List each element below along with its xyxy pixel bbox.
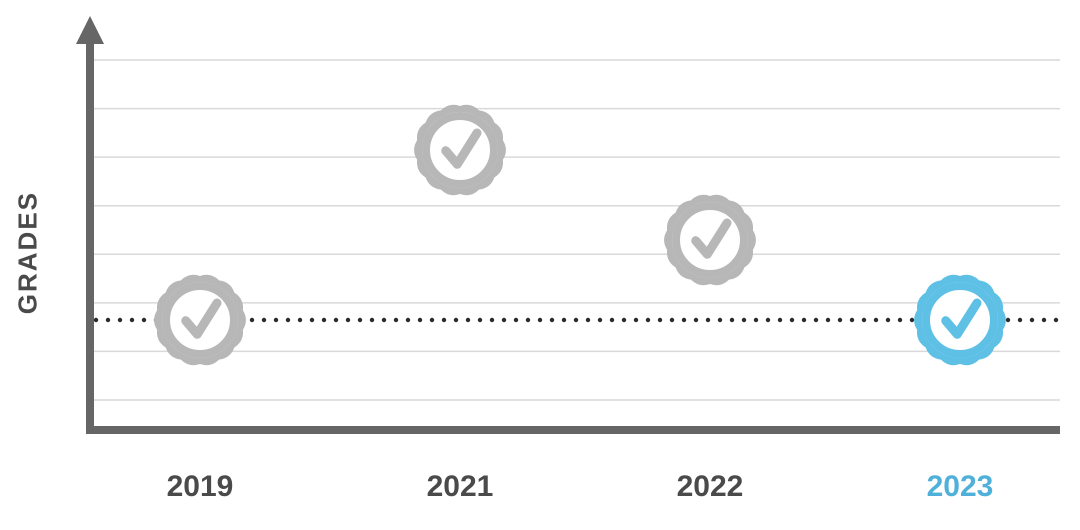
grades-chart: GRADES 2019202120222023 xyxy=(0,0,1080,530)
data-point-badge xyxy=(154,275,246,365)
data-point-badge xyxy=(414,105,506,195)
data-point-badge xyxy=(914,275,1006,365)
data-point-badge xyxy=(664,195,756,285)
chart-canvas xyxy=(0,0,1080,530)
y-axis-label: GRADES xyxy=(13,191,44,314)
